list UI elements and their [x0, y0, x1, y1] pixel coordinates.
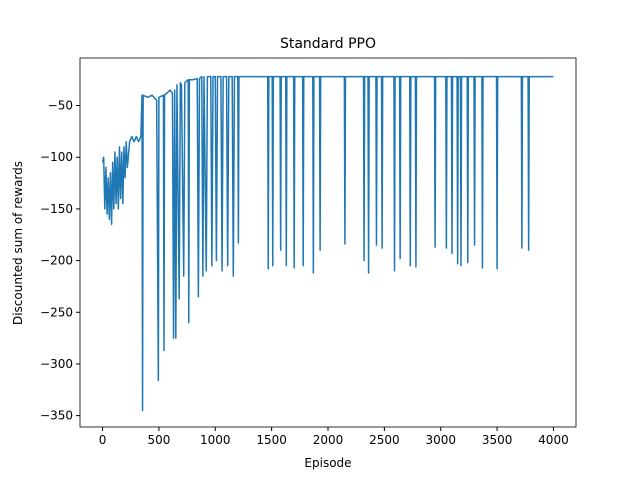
line [101, 75, 554, 412]
x-tick-label: 0 [99, 433, 107, 447]
x-tick-label: 1500 [256, 433, 287, 447]
y-axis-label: Discounted sum of rewards [11, 161, 25, 325]
x-tick-label: 4000 [538, 433, 569, 447]
y-tick-label: −300 [40, 357, 73, 371]
x-tick-label: 2500 [369, 433, 400, 447]
x-tick-label: 3500 [482, 433, 513, 447]
x-tick-label: 500 [147, 433, 170, 447]
y-tick-label: −50 [48, 99, 73, 113]
y-tick-label: −100 [40, 150, 73, 164]
chart-title: Standard PPO [280, 36, 376, 52]
x-axis-label: Episode [304, 456, 351, 470]
y-tick-label: −350 [40, 409, 73, 423]
x-tick-label: 3000 [425, 433, 456, 447]
x-tick-label: 2000 [313, 433, 344, 447]
y-tick-label: −200 [40, 254, 73, 268]
y-tick-label: −150 [40, 202, 73, 216]
plot-frame [79, 57, 577, 428]
y-tick-label: −250 [40, 305, 73, 319]
x-tick-label: 1000 [200, 433, 231, 447]
